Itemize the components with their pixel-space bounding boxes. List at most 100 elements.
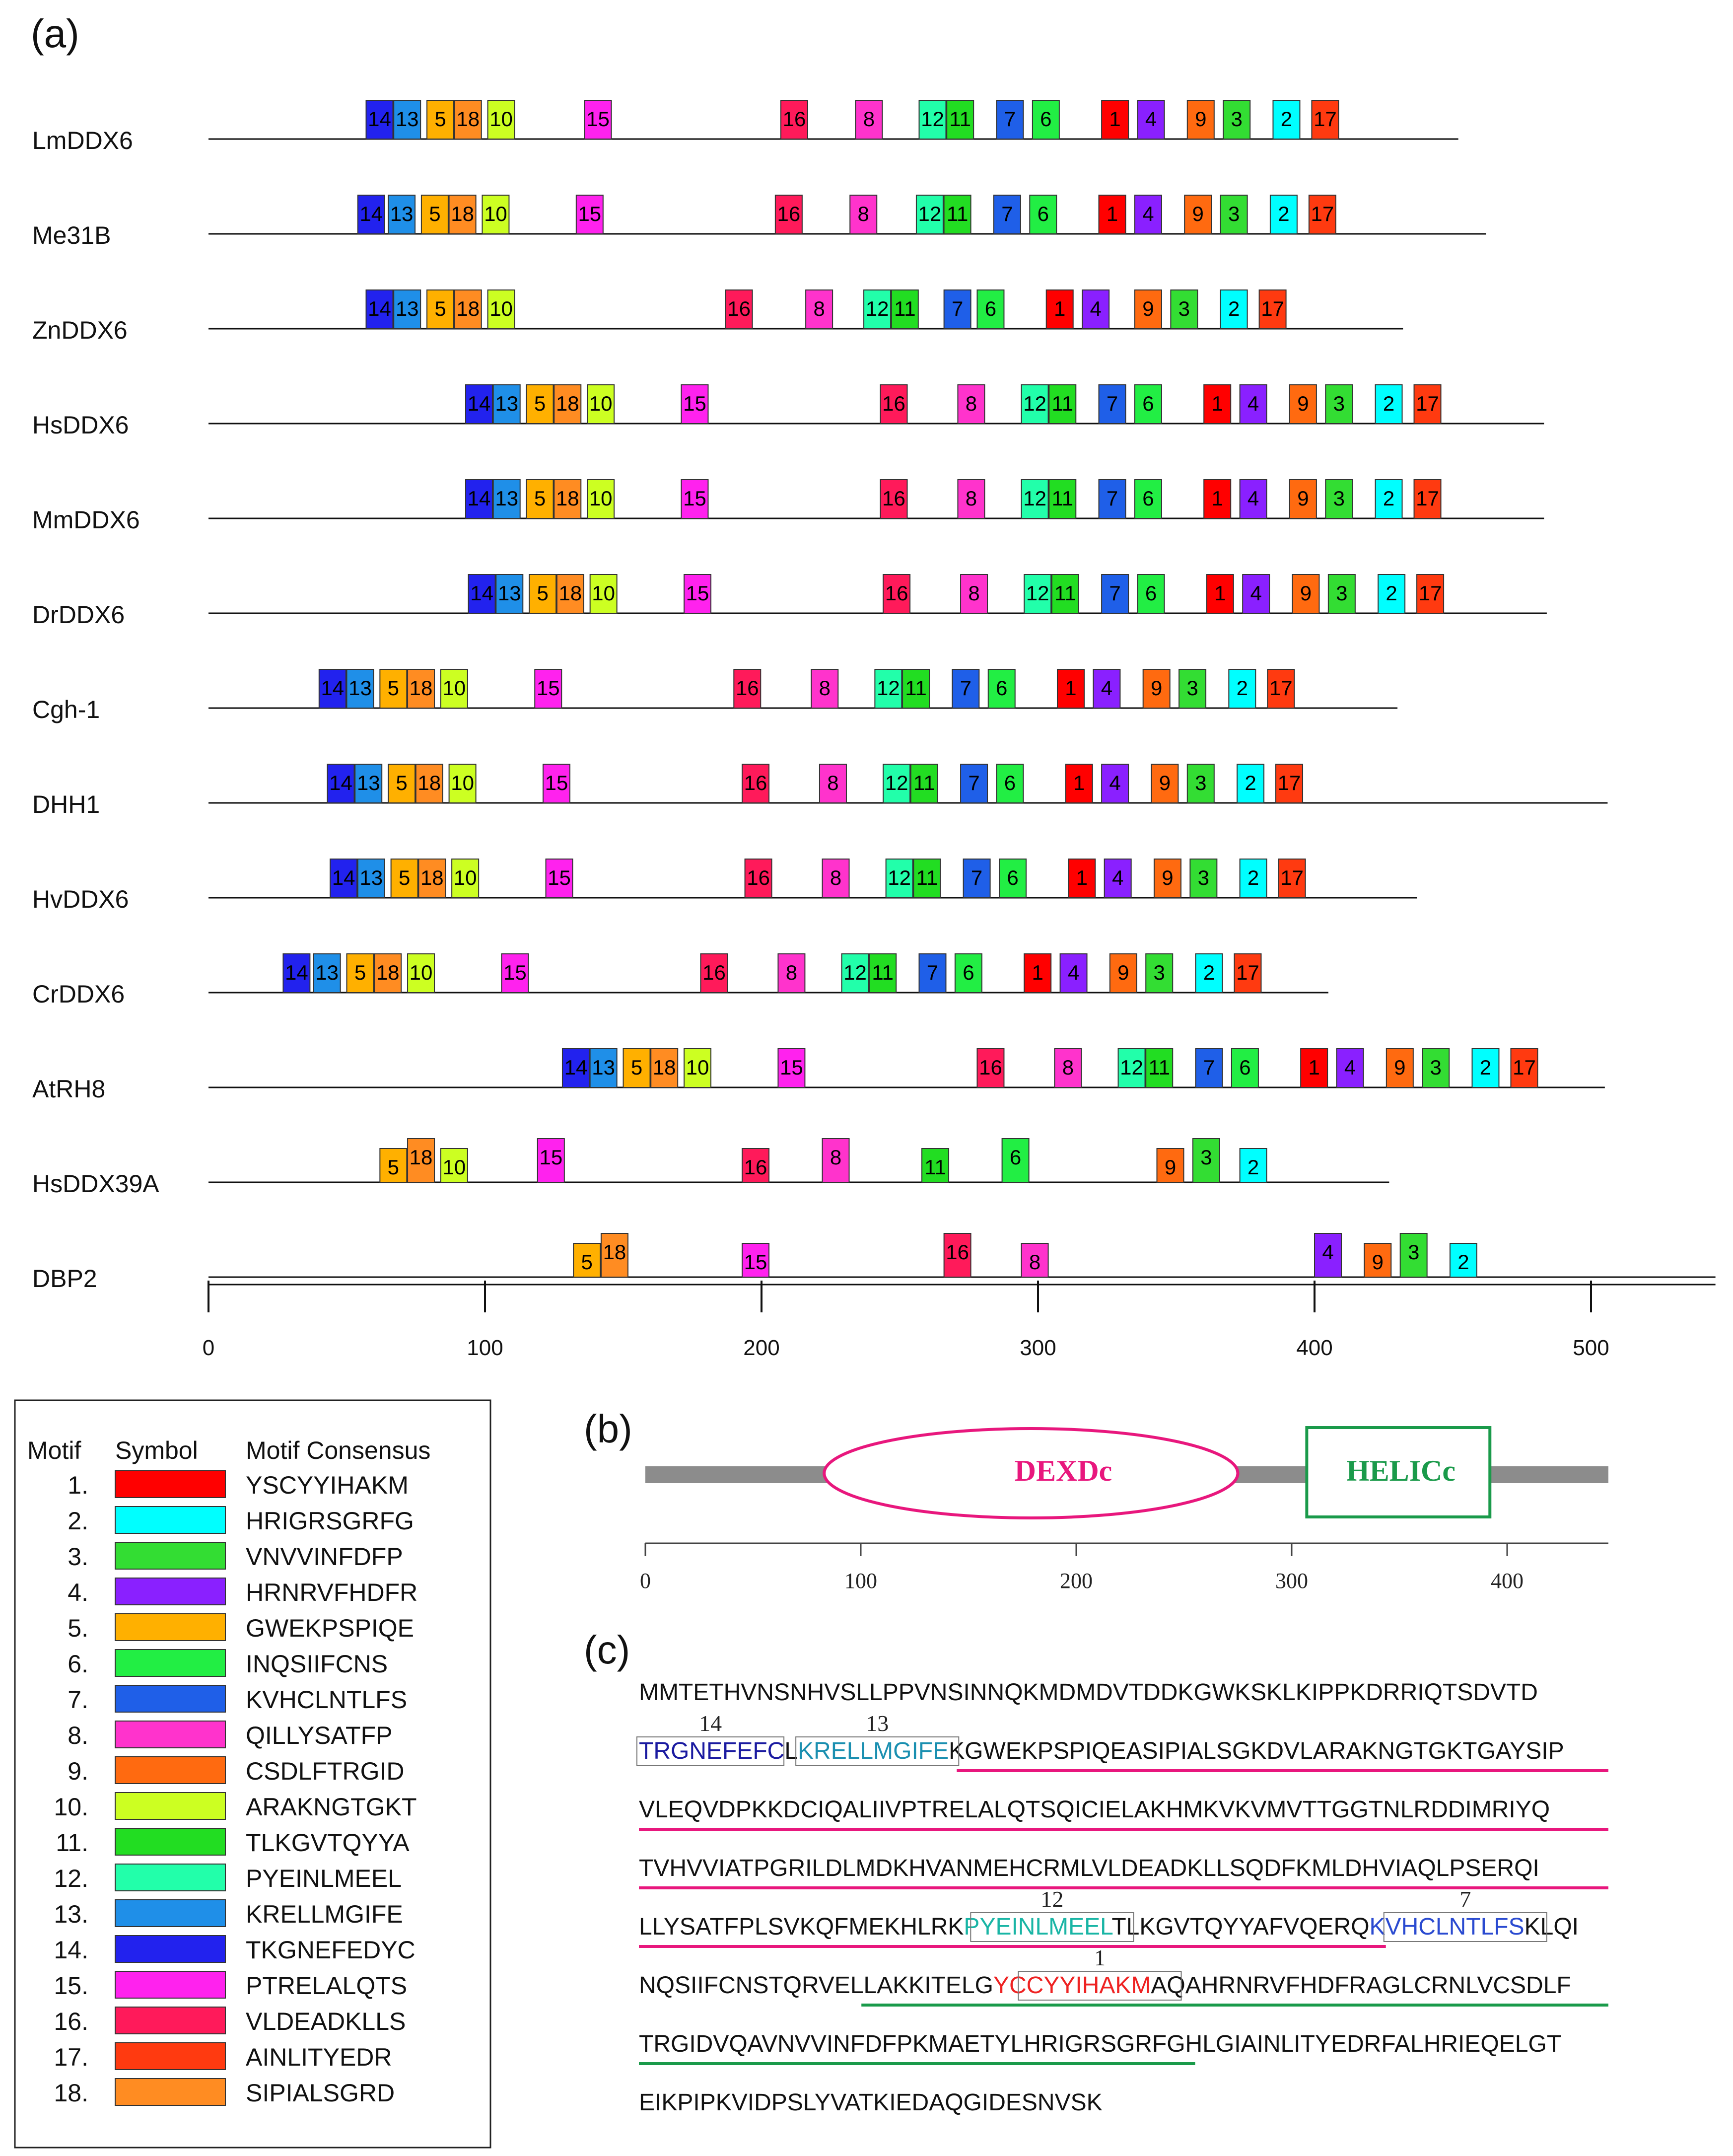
motif-box: 8 <box>805 289 833 329</box>
motif-box-rect <box>418 859 446 898</box>
motif-box-number: 12 <box>866 297 889 320</box>
motif-box-rect <box>1278 859 1306 898</box>
motif-box-number: 9 <box>1297 487 1309 510</box>
motif-box-number: 13 <box>357 771 380 794</box>
motif-box-rect <box>1510 1048 1538 1088</box>
motif-box-number: 4 <box>1068 961 1079 984</box>
motif-box: 7 <box>996 100 1024 140</box>
motif-box-number: 15 <box>545 771 568 794</box>
motif-box-rect <box>388 764 416 803</box>
motif-box: 16 <box>976 1048 1005 1088</box>
motif-box: 11 <box>891 289 919 329</box>
motif-box: 14 <box>465 384 493 424</box>
legend-row: 16. VLDEADKLLS <box>54 2007 406 2035</box>
motif-box-rect <box>465 384 493 424</box>
motif-box-rect <box>1203 479 1232 519</box>
protein-row: DBP2 5 18 15 16 8 4 9 3 2 <box>32 1233 1716 1293</box>
motif-box: 3 <box>1223 100 1251 140</box>
motif-box-number: 16 <box>777 202 800 225</box>
motif-box-rect <box>526 384 554 424</box>
legend-row: 6. INQSIIFCNS <box>68 1649 388 1678</box>
motif-box-rect <box>1021 479 1049 519</box>
legend-consensus: PTRELALQTS <box>246 1972 407 2000</box>
legend-row: 14. TKGNEFEDYC <box>54 1935 416 1964</box>
motif-box-number: 14 <box>329 771 352 794</box>
legend-color-swatch <box>115 1613 226 1641</box>
motif-box-number: 11 <box>916 866 938 889</box>
motif-box: 8 <box>849 195 878 234</box>
motif-box: 8 <box>811 669 839 709</box>
motif-box-number: 9 <box>1192 202 1204 225</box>
motif-box-number: 9 <box>1151 676 1162 700</box>
motif-box-number: 8 <box>813 297 825 320</box>
motif-box-rect <box>1056 669 1085 709</box>
motif-box-number: 10 <box>484 202 507 225</box>
motif-box-rect <box>993 195 1021 234</box>
motif-box-rect <box>1234 953 1262 993</box>
motif-box-rect <box>957 479 985 519</box>
motif-box: 9 <box>1386 1048 1414 1088</box>
motif-box: 10 <box>440 669 468 709</box>
motif-box: 3 <box>1422 1048 1450 1088</box>
motif-box: 3 <box>1145 953 1174 993</box>
motif-box-number: 7 <box>1107 392 1118 415</box>
motif-box-number: 10 <box>686 1056 709 1079</box>
motif-box-number: 6 <box>1004 771 1016 794</box>
motif-box-rect <box>946 100 974 140</box>
motif-box-number: 3 <box>1333 392 1345 415</box>
motif-box-number: 14 <box>468 487 491 510</box>
motif-box-rect <box>1098 384 1126 424</box>
legend-consensus: TLKGVTQYYA <box>246 1829 410 1857</box>
motif-box: 11 <box>943 195 971 234</box>
motif-box-rect <box>915 195 944 234</box>
motif-box-number: 2 <box>1281 107 1292 131</box>
motif-box-rect <box>468 574 496 614</box>
motif-box-rect <box>589 574 618 614</box>
legend-consensus: AINLITYEDR <box>246 2043 392 2071</box>
motif-box-number: 11 <box>872 961 894 984</box>
legend-consensus: VLDEADKLLS <box>246 2008 406 2035</box>
motif-box-number: 10 <box>589 392 613 415</box>
motif-box: 7 <box>918 953 947 993</box>
motif-box-number: 15 <box>586 107 610 131</box>
motif-box-rect <box>282 953 311 993</box>
motif-box-rect <box>1220 289 1248 329</box>
legend-consensus: YSCYYIHAKM <box>246 1471 409 1499</box>
motif-box: 15 <box>534 669 562 709</box>
motif-box: 6 <box>1134 479 1162 519</box>
motif-box: 14 <box>357 195 385 234</box>
motif-box-number: 3 <box>1195 771 1206 794</box>
motif-box-number: 10 <box>592 581 615 605</box>
motif-box-number: 13 <box>390 202 414 225</box>
motif-box-rect <box>420 195 449 234</box>
motif-box-rect <box>943 289 971 329</box>
motif-box-rect <box>1059 953 1088 993</box>
motif-box-number: 7 <box>968 771 979 794</box>
legend-motif-number: 1. <box>68 1471 88 1499</box>
motif-box-number: 5 <box>399 866 410 889</box>
motif-box-rect <box>700 953 728 993</box>
motif-box-rect <box>426 289 455 329</box>
motif-box-number: 16 <box>744 1155 767 1179</box>
legend-color-swatch <box>115 1792 226 1820</box>
motif-box-number: 15 <box>744 1250 767 1274</box>
motif-box-rect <box>529 574 557 614</box>
motif-box-rect <box>1024 574 1052 614</box>
motif-box-number: 2 <box>1237 676 1248 700</box>
protein-name: Me31B <box>32 221 111 249</box>
protein-name: CrDDX6 <box>32 980 125 1008</box>
motif-box-number: 16 <box>727 297 751 320</box>
motif-box-number: 7 <box>1109 581 1120 605</box>
motif-box: 4 <box>1314 1233 1342 1278</box>
motif-box-rect <box>575 195 604 234</box>
motif-box-rect <box>1024 953 1052 993</box>
sequence-segment: NQSIIFCNSTQRVELLAKKITELG <box>639 1972 993 1999</box>
motif-box: 14 <box>330 859 358 898</box>
motif-box-number: 16 <box>736 676 759 700</box>
sequence-line: NQSIIFCNSTQRVELLAKKITELGYCCYYIHAKMAQAHRN… <box>639 1972 1571 1999</box>
motif-box: 17 <box>1413 384 1442 424</box>
motif-box: 4 <box>1134 195 1162 234</box>
motif-box: 17 <box>1413 479 1442 519</box>
